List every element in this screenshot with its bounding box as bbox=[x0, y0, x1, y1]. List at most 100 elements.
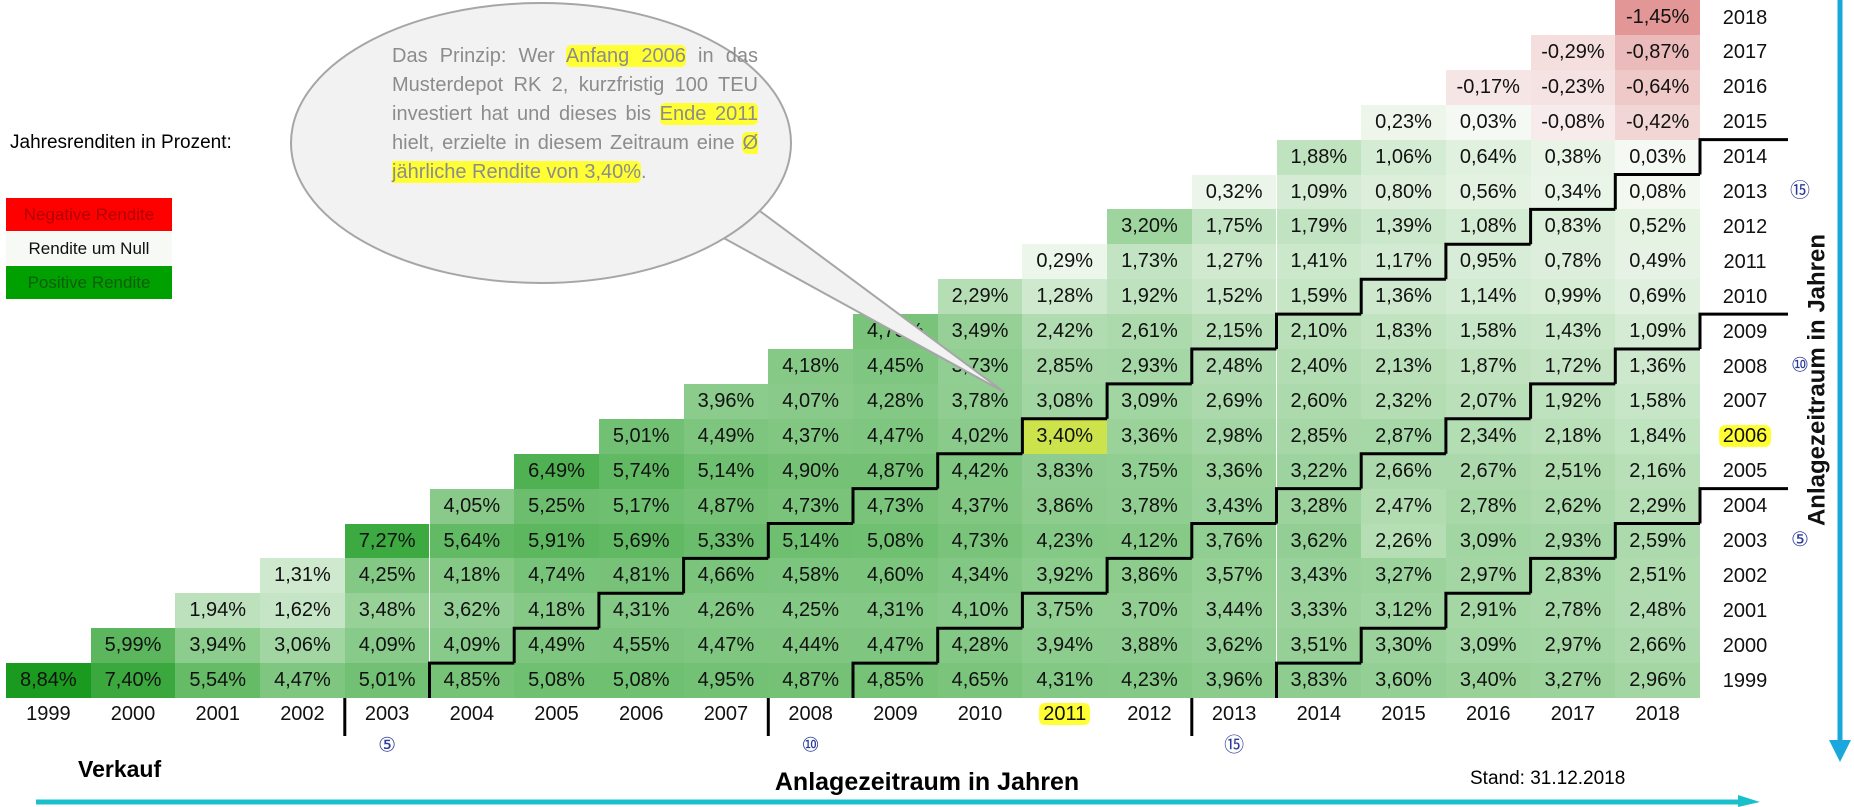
cell: 0,03% bbox=[1615, 139, 1700, 175]
column-year: 2012 bbox=[1127, 703, 1172, 725]
column-year: 2010 bbox=[957, 703, 1003, 725]
cell: 3,06% bbox=[260, 628, 345, 664]
row-year: 2009 bbox=[1722, 320, 1768, 343]
row-label: 2012 bbox=[1710, 213, 1780, 241]
row-label: 2001 bbox=[1710, 597, 1780, 625]
cell: 3,94% bbox=[1022, 628, 1108, 664]
cell: 3,96% bbox=[1191, 663, 1277, 699]
column-year: 2002 bbox=[280, 703, 325, 725]
cell: 4,34% bbox=[937, 558, 1023, 594]
cell: 4,31% bbox=[598, 593, 684, 629]
column-label: 2015 bbox=[1361, 700, 1446, 728]
row-label: 2003 bbox=[1710, 527, 1780, 555]
cell: 2,47% bbox=[1361, 488, 1446, 524]
cell: 5,99% bbox=[90, 628, 176, 664]
column-label: 1999 bbox=[6, 700, 91, 728]
cell: 2,29% bbox=[937, 279, 1023, 315]
cell: 4,87% bbox=[683, 488, 769, 524]
row-year: 2011 bbox=[1723, 250, 1767, 273]
cell: 4,60% bbox=[853, 558, 938, 594]
holding-period-label: ⑮ bbox=[1224, 733, 1244, 756]
column-year: 2011 bbox=[1039, 703, 1091, 725]
cell: 3,30% bbox=[1361, 628, 1446, 664]
text: hielt, erzielte in diesem Zeitraum eine bbox=[392, 132, 743, 154]
cell: 2,34% bbox=[1445, 418, 1531, 454]
cell: 4,47% bbox=[260, 663, 345, 699]
cell: 2,97% bbox=[1445, 558, 1531, 594]
cell: 0,78% bbox=[1530, 244, 1616, 280]
cell: 2,10% bbox=[1276, 314, 1362, 350]
cell: 5,01% bbox=[598, 418, 684, 454]
cell: 2,62% bbox=[1530, 488, 1616, 524]
cell: 3,44% bbox=[1191, 593, 1277, 629]
cell: 3,51% bbox=[1276, 628, 1362, 664]
cell: 4,09% bbox=[429, 628, 515, 664]
cell: 2,93% bbox=[1107, 349, 1192, 384]
column-year: 2018 bbox=[1635, 703, 1680, 725]
cell: 0,03% bbox=[1445, 104, 1531, 140]
cell: 1,52% bbox=[1191, 279, 1277, 315]
row-year: 2001 bbox=[1722, 599, 1768, 622]
cell: 2,59% bbox=[1615, 523, 1700, 559]
cell: 1,59% bbox=[1276, 279, 1362, 315]
cell: 4,95% bbox=[683, 663, 769, 699]
cell: 3,86% bbox=[1022, 488, 1108, 524]
row-label: 1999 bbox=[1710, 667, 1780, 695]
column-label: 2013 bbox=[1192, 700, 1277, 728]
cell: 1,87% bbox=[1445, 349, 1531, 384]
cell: 5,25% bbox=[514, 488, 599, 524]
y-arrow-head bbox=[1829, 740, 1851, 762]
cell: 0,95% bbox=[1445, 244, 1531, 280]
cell: 4,42% bbox=[937, 453, 1023, 489]
cell: 4,55% bbox=[598, 628, 684, 664]
cell: 3,57% bbox=[1191, 558, 1277, 594]
cell: 0,08% bbox=[1615, 174, 1700, 210]
cell: 5,14% bbox=[683, 453, 769, 489]
cell: 5,54% bbox=[175, 663, 261, 699]
row-year: 2013 bbox=[1722, 181, 1768, 203]
cell: 4,66% bbox=[683, 558, 769, 594]
bubble-text: Das Prinzip: Wer Anfang 2006 in das Must… bbox=[392, 42, 758, 187]
cell: 2,97% bbox=[1530, 628, 1616, 664]
cell: 3,96% bbox=[683, 383, 769, 419]
cell: 2,18% bbox=[1530, 418, 1616, 454]
cell: 2,51% bbox=[1530, 453, 1616, 489]
row-label: 2018 bbox=[1710, 4, 1780, 32]
column-year: 2016 bbox=[1465, 703, 1511, 725]
cell: 3,49% bbox=[937, 314, 1023, 350]
cell: 2,69% bbox=[1191, 383, 1277, 419]
highlight-cell: 3,40% bbox=[1022, 418, 1108, 454]
cell: 3,28% bbox=[1276, 488, 1362, 524]
cell: 1,28% bbox=[1022, 279, 1108, 315]
cell: 1,06% bbox=[1361, 139, 1446, 175]
cell: 1,72% bbox=[1530, 349, 1616, 384]
cell: 4,18% bbox=[768, 349, 853, 384]
cell: 0,56% bbox=[1445, 174, 1531, 210]
holding-period-label: ⑩ bbox=[1791, 355, 1809, 377]
cell: 4,58% bbox=[768, 558, 853, 594]
cell: 1,88% bbox=[1276, 139, 1362, 175]
cell: 3,09% bbox=[1445, 523, 1531, 559]
cell: 5,08% bbox=[598, 663, 684, 699]
cell: 3,20% bbox=[1107, 209, 1192, 245]
cell: 3,22% bbox=[1276, 453, 1362, 489]
column-year: 2008 bbox=[788, 703, 833, 725]
cell: 1,73% bbox=[1107, 244, 1192, 280]
cell: 3,75% bbox=[1022, 593, 1108, 629]
cell: 4,37% bbox=[937, 488, 1023, 524]
row-year: 2017 bbox=[1722, 41, 1768, 64]
cell: 3,83% bbox=[1022, 453, 1108, 489]
cell: 0,99% bbox=[1530, 279, 1616, 315]
row-label: 2017 bbox=[1710, 38, 1780, 66]
cell: 2,26% bbox=[1361, 523, 1446, 559]
cell: 0,34% bbox=[1530, 174, 1616, 210]
cell: 5,14% bbox=[768, 523, 853, 559]
cell: 5,08% bbox=[514, 663, 599, 699]
cell: 2,83% bbox=[1530, 558, 1616, 594]
cell: 4,37% bbox=[768, 418, 853, 454]
cell: 4,81% bbox=[598, 558, 684, 594]
row-year: 2010 bbox=[1722, 285, 1768, 308]
cell: 4,10% bbox=[937, 593, 1023, 629]
cell: 4,87% bbox=[853, 453, 938, 489]
cell: 2,48% bbox=[1191, 349, 1277, 384]
